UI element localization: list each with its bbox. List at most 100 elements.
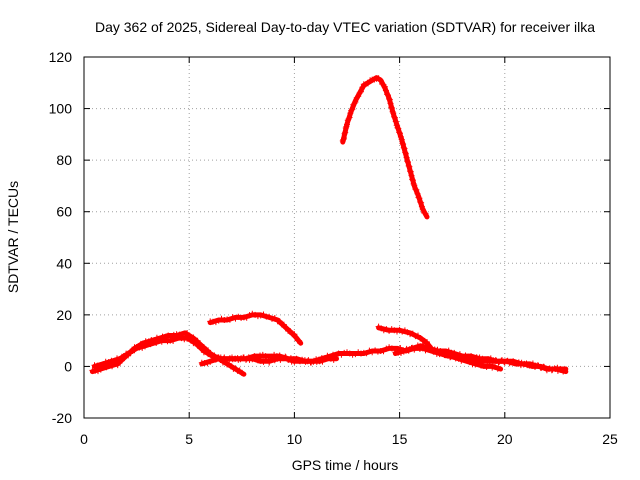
- data-point: [554, 367, 561, 374]
- data-point: [355, 93, 362, 100]
- data-point: [249, 356, 256, 363]
- data-point: [518, 359, 525, 366]
- data-point: [344, 349, 350, 356]
- data-point: [407, 168, 414, 175]
- plot-frame: [83, 56, 611, 419]
- data-point: [388, 104, 395, 111]
- data-point: [454, 352, 461, 358]
- data-point: [196, 342, 203, 349]
- data-point: [404, 158, 411, 165]
- data-point: [476, 354, 483, 361]
- data-point: [472, 361, 479, 368]
- chart-title: Day 362 of 2025, Sidereal Day-to-day VTE…: [95, 19, 595, 35]
- data-point: [386, 96, 393, 103]
- data-point: [348, 107, 355, 114]
- series-track-7: [392, 342, 569, 375]
- data-point: [359, 84, 366, 91]
- data-point: [384, 91, 390, 98]
- data-point: [283, 324, 289, 331]
- data-point: [383, 345, 390, 352]
- data-point: [257, 357, 264, 364]
- series-track-4: [207, 310, 304, 346]
- data-point: [479, 355, 486, 362]
- data-point: [538, 364, 545, 371]
- data-point: [274, 355, 281, 362]
- data-point: [413, 186, 420, 193]
- data-point: [335, 350, 342, 357]
- data-point: [153, 340, 160, 346]
- data-point: [99, 361, 106, 368]
- data-point: [269, 315, 275, 322]
- data-point: [131, 347, 138, 354]
- data-point: [313, 358, 320, 365]
- series-track-5: [339, 75, 430, 220]
- data-point: [442, 348, 449, 355]
- data-point: [204, 360, 211, 367]
- data-point: [400, 141, 407, 148]
- data-point: [437, 348, 444, 354]
- data-point: [97, 366, 104, 373]
- x-tick-label: 10: [287, 431, 303, 447]
- x-tick-label: 15: [392, 431, 408, 447]
- data-point: [409, 176, 416, 183]
- data-point: [386, 344, 393, 351]
- data-point: [339, 137, 346, 144]
- data-point: [238, 355, 245, 362]
- data-point: [342, 125, 349, 131]
- y-tick-label: 40: [56, 255, 72, 271]
- data-point: [507, 358, 514, 365]
- data-point: [276, 318, 283, 325]
- y-tick-label: 0: [64, 358, 72, 374]
- data-point: [232, 355, 239, 362]
- data-point: [340, 136, 347, 143]
- data-point: [342, 129, 349, 136]
- y-tick-label: 80: [56, 152, 72, 168]
- data-point: [400, 348, 407, 355]
- data-point: [356, 90, 363, 97]
- data-point: [346, 350, 353, 357]
- data-point: [109, 363, 116, 370]
- data-point: [489, 364, 496, 371]
- data-point: [355, 349, 362, 356]
- data-point: [462, 352, 469, 359]
- data-point: [405, 162, 412, 169]
- data-point: [381, 83, 388, 90]
- data-point: [456, 351, 463, 358]
- data-point: [409, 177, 416, 184]
- data-point: [385, 92, 391, 99]
- data-point: [387, 100, 394, 107]
- data-point: [403, 154, 410, 161]
- data-point: [399, 328, 406, 335]
- y-axis-label: SDTVAR / TECUs: [5, 181, 21, 293]
- data-point: [395, 125, 402, 132]
- data-point: [291, 331, 298, 338]
- data-point: [417, 344, 424, 350]
- data-point: [105, 359, 112, 366]
- data-point: [181, 336, 188, 343]
- data-point: [416, 195, 423, 202]
- data-point: [458, 357, 465, 364]
- data-point: [391, 327, 398, 334]
- data-point: [254, 313, 261, 320]
- data-point: [266, 359, 273, 366]
- data-point: [391, 113, 398, 120]
- axis-ticks: 0 5 10 15 20 25 -20 0 20 40 60 80 100 120: [49, 49, 618, 447]
- data-point: [221, 317, 228, 323]
- data-point: [365, 80, 371, 87]
- data-point: [396, 129, 403, 136]
- data-point: [294, 357, 301, 364]
- data-point: [170, 338, 177, 344]
- data-point: [198, 346, 205, 352]
- data-point: [434, 346, 441, 353]
- data-point: [440, 349, 447, 356]
- data-point: [380, 348, 387, 355]
- data-point: [401, 145, 408, 152]
- data-point: [494, 365, 501, 372]
- data-point: [293, 334, 299, 341]
- data-point: [415, 194, 422, 201]
- data-point: [493, 357, 500, 364]
- data-point: [341, 135, 347, 142]
- data-point: [388, 105, 395, 111]
- data-point: [262, 353, 269, 360]
